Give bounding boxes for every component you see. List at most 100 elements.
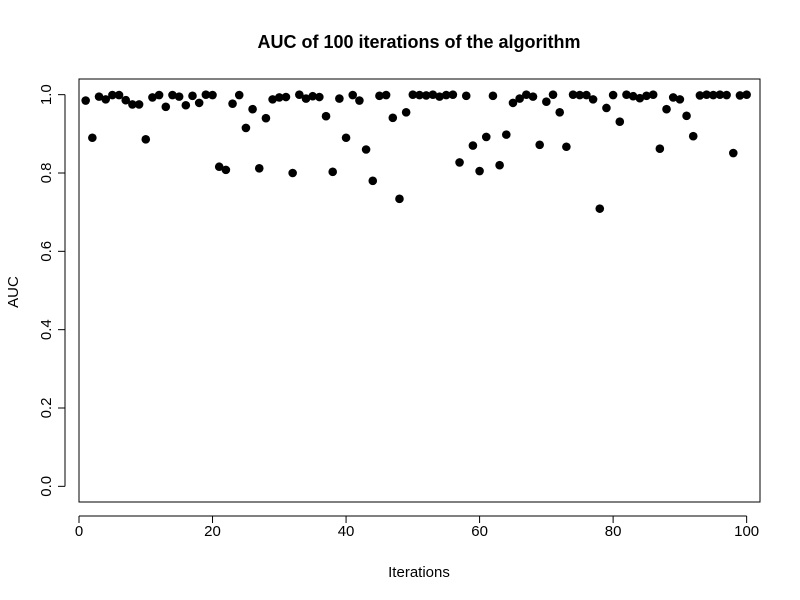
data-point [728,148,738,158]
data-point [274,93,284,102]
data-point [742,90,751,99]
data-point [475,166,484,176]
data-point [682,111,691,121]
data-point [695,91,705,100]
data-point [134,100,144,109]
data-point [121,95,131,105]
data-point [562,142,571,152]
data-point [568,90,578,99]
data-point [608,90,618,100]
data-point [94,92,104,101]
x-tick-label: 0 [75,523,83,540]
data-point [194,98,204,108]
data-point [288,168,297,178]
data-point [548,90,558,99]
x-tick-label: 100 [734,523,759,540]
data-point [428,90,438,99]
data-point [688,131,698,141]
data-point [321,111,331,121]
data-point [335,94,344,103]
data-point [408,90,418,99]
y-axis: 0.0 0.2 0.4 0.6 0.8 1.0 [38,84,66,497]
data-point [81,96,90,105]
chart-title: AUC of 100 iterations of the algorithm [257,32,580,52]
data-point [595,204,605,213]
data-point [622,90,631,99]
data-point [154,90,164,100]
data-point [715,90,725,99]
data-point [582,90,591,100]
data-point [295,90,304,99]
data-point [141,135,151,144]
data-point [355,96,364,105]
data-point [101,95,111,104]
data-point [214,162,224,172]
y-tick-label: 0.8 [38,163,55,184]
data-point [461,91,471,101]
data-point [495,160,504,170]
data-point [575,90,585,100]
data-point [435,92,444,101]
data-point [542,97,551,107]
data-point [308,91,317,101]
data-point [468,141,478,150]
data-point [128,100,137,109]
data-point [395,194,404,204]
data-point [635,93,645,103]
data-point [522,90,531,99]
data-point [481,132,491,142]
y-tick-label: 0.0 [38,476,55,497]
data-point [501,130,511,139]
data-point [234,90,244,100]
data-point [441,90,451,100]
data-point [315,92,324,102]
data-point [415,90,424,100]
plot-frame [78,78,761,503]
data-point [555,107,565,117]
data-point [448,90,458,99]
data-point [108,90,117,100]
data-point [241,123,251,133]
data-point [375,91,384,101]
data-point [488,91,498,101]
data-point [735,91,745,100]
x-tick-label: 20 [204,523,221,540]
x-tick-label: 80 [605,523,622,540]
data-point [668,93,678,102]
y-tick-label: 0.6 [38,241,55,262]
data-point [341,133,351,143]
data-point [261,113,271,123]
data-point [281,92,291,102]
data-point [148,93,157,102]
data-point [628,91,638,101]
data-point [208,90,217,100]
data-points [81,90,751,213]
data-point [221,165,231,175]
data-point [254,164,264,173]
data-point [188,91,197,101]
data-point [368,176,378,186]
y-tick-label: 0.2 [38,398,55,419]
data-point [248,104,257,114]
data-point [648,90,658,99]
data-point [675,95,685,104]
x-axis: 0 20 40 60 80 100 [75,515,759,540]
data-point [708,90,718,100]
data-point [702,90,711,99]
data-point [588,95,598,104]
x-axis-label: Iterations [388,564,450,581]
y-axis-label: AUC [5,276,22,308]
data-point [161,102,171,112]
data-point [88,133,97,143]
data-point [508,98,518,108]
data-point [114,90,124,100]
data-point [722,90,731,100]
data-point [168,90,177,100]
x-tick-label: 40 [338,523,355,540]
data-point [455,158,464,167]
data-point [655,144,665,154]
data-point [535,140,544,150]
data-point [174,92,184,101]
